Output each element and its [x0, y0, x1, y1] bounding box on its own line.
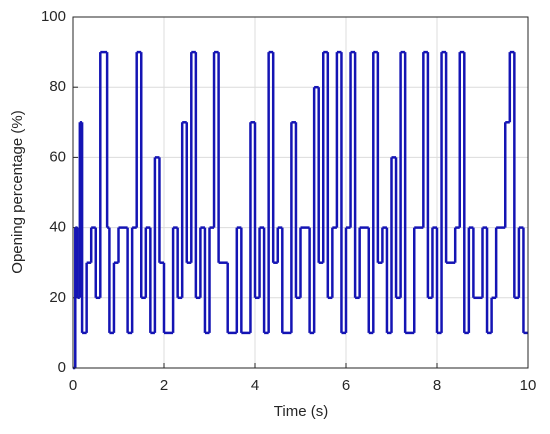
y-tick-label: 0	[58, 359, 66, 376]
y-tick-label: 40	[49, 219, 66, 236]
x-tick-label: 4	[251, 377, 259, 394]
x-tick-label: 2	[160, 377, 168, 394]
x-tick-label: 0	[69, 377, 77, 394]
y-axis-label: Opening percentage (%)	[9, 110, 26, 273]
plot-frame	[72, 16, 529, 369]
x-tick-label: 6	[342, 377, 350, 394]
y-tick-label: 60	[49, 148, 66, 165]
x-tick-label: 8	[433, 377, 441, 394]
y-tick-label: 80	[49, 78, 66, 95]
x-axis-label: Time (s)	[274, 403, 328, 420]
y-tick-label: 100	[41, 8, 66, 25]
y-tick-label: 20	[49, 289, 66, 306]
x-tick-label: 10	[520, 377, 537, 394]
